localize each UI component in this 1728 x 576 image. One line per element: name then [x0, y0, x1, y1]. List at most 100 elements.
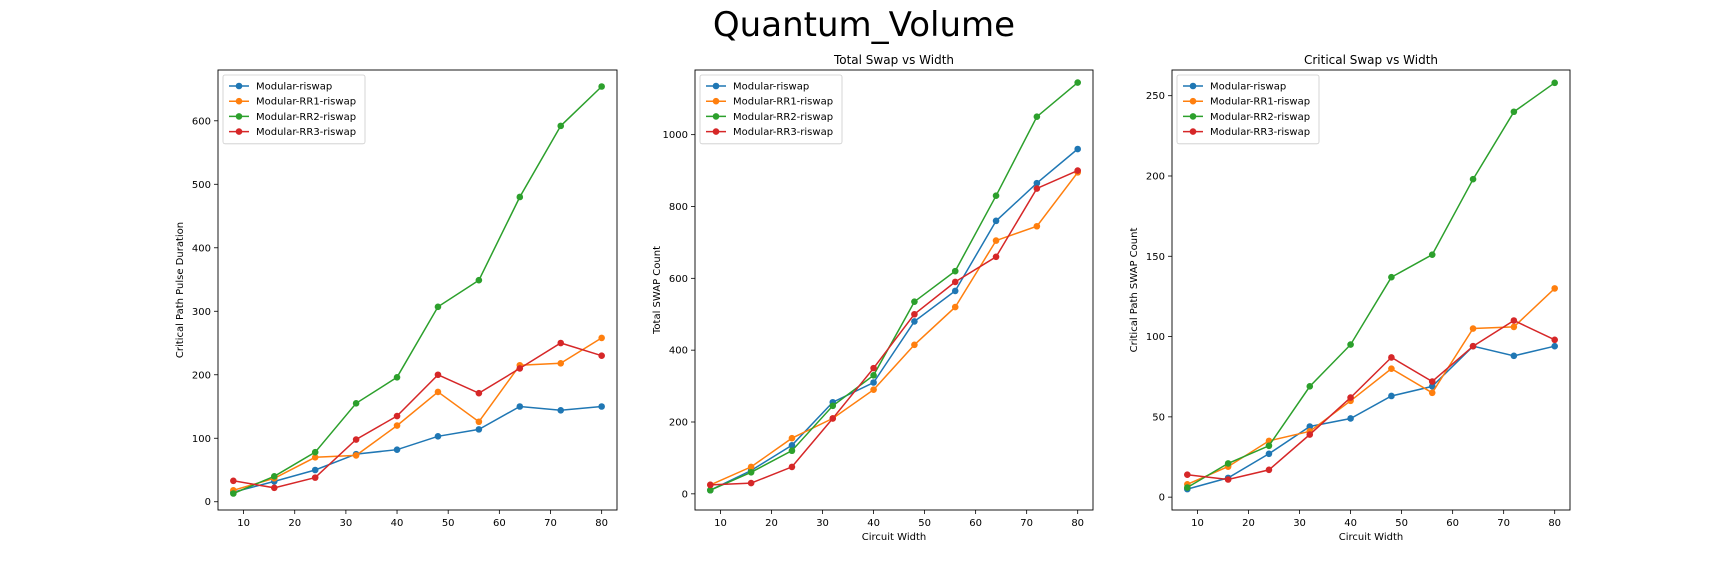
- legend: Modular-riswap Modular-RR1-riswap Modular-…: [1176, 74, 1320, 145]
- data-point: [870, 379, 877, 386]
- legend: Modular-riswap Modular-RR1-riswap Modular-…: [699, 74, 843, 145]
- data-point: [1184, 471, 1191, 478]
- chart-title: Total Swap vs Width: [833, 53, 954, 67]
- data-point: [1428, 378, 1436, 385]
- figure-title: Quantum_Volume: [713, 5, 1015, 45]
- data-point: [747, 479, 755, 487]
- legend-entry: Modular-RR1-riswap: [229, 97, 356, 108]
- x-tick-label: 10: [237, 518, 250, 529]
- y-tick-label: 300: [192, 307, 211, 318]
- series-3: [1184, 79, 1558, 491]
- x-tick-label: 30: [340, 518, 353, 529]
- data-point: [1074, 167, 1081, 174]
- data-point: [311, 454, 319, 461]
- legend-marker: [235, 82, 243, 90]
- x-tick-label: 20: [765, 518, 778, 529]
- data-point: [352, 436, 360, 443]
- data-point: [1551, 336, 1558, 344]
- series-4: [707, 167, 1081, 489]
- data-point: [1428, 383, 1436, 390]
- data-point: [1265, 450, 1273, 458]
- legend-entry: Modular-RR2-riswap: [229, 112, 356, 123]
- data-point: [788, 434, 796, 442]
- data-point: [707, 486, 714, 494]
- legend-marker: [1189, 82, 1197, 90]
- data-point: [747, 468, 755, 476]
- x-tick-label: 70: [1497, 518, 1510, 529]
- data-point: [1347, 394, 1354, 401]
- data-point: [1469, 325, 1477, 332]
- series-3: [230, 83, 605, 497]
- y-tick-label: 600: [669, 274, 688, 285]
- data-point: [1184, 484, 1191, 491]
- series-3: [707, 79, 1081, 494]
- series-1: [707, 145, 1081, 494]
- data-point: [911, 318, 918, 325]
- legend-marker: [1189, 113, 1197, 120]
- data-point: [475, 389, 483, 397]
- x-axis-label: Circuit Width: [862, 532, 926, 543]
- y-tick-label: 0: [682, 489, 688, 500]
- data-point: [434, 371, 442, 379]
- x-tick-label: 40: [391, 518, 404, 529]
- series-line: [233, 342, 602, 489]
- x-tick-label: 50: [1395, 518, 1408, 529]
- legend-marker: [235, 113, 243, 120]
- data-point: [992, 192, 1000, 200]
- x-tick-label: 80: [595, 518, 608, 529]
- x-tick-label: 50: [442, 518, 455, 529]
- data-point: [1033, 113, 1041, 120]
- chart-panel-1: 10 20 30 40 50 60 70 80 0 100 200 300 400 500 600 Criti…: [175, 69, 618, 529]
- legend-label: Modular-riswap: [733, 82, 809, 93]
- data-point: [1510, 323, 1518, 331]
- data-point: [1428, 389, 1436, 397]
- legend-entry: Modular-riswap: [706, 82, 809, 93]
- data-point: [270, 484, 278, 492]
- data-point: [1306, 431, 1314, 438]
- legend-entry: Modular-riswap: [1183, 82, 1286, 93]
- data-point: [1510, 108, 1518, 116]
- series-line: [233, 85, 603, 495]
- x-tick-label: 30: [816, 518, 829, 529]
- data-point: [1388, 365, 1395, 372]
- legend-box: [699, 74, 843, 145]
- y-tick-label: 400: [192, 243, 211, 254]
- legend-entry: Modular-RR2-riswap: [706, 112, 833, 123]
- legend-marker: [712, 82, 720, 90]
- y-tick-label: 100: [1146, 332, 1165, 343]
- legend-label: Modular-RR1-riswap: [733, 97, 833, 108]
- data-point: [475, 426, 483, 433]
- data-point: [747, 463, 755, 471]
- legend-entry: Modular-RR3-riswap: [229, 127, 356, 138]
- series-line: [710, 169, 1079, 486]
- legend-label: Modular-RR3-riswap: [1210, 127, 1310, 138]
- series-line: [233, 405, 602, 493]
- data-point: [352, 400, 360, 407]
- data-point: [1510, 317, 1518, 324]
- y-axis-label: Critical Path Pulse Duration: [175, 222, 186, 358]
- data-point: [1551, 342, 1558, 350]
- y-axis-label: Total SWAP Count: [652, 246, 663, 335]
- data-point: [788, 463, 796, 471]
- data-point: [951, 303, 959, 311]
- legend-entry: Modular-RR3-riswap: [1183, 127, 1310, 138]
- data-point: [1510, 352, 1518, 360]
- legend-box: [222, 74, 366, 145]
- data-point: [911, 298, 918, 305]
- data-point: [992, 237, 1000, 244]
- x-tick-label: 40: [1344, 518, 1357, 529]
- data-point: [598, 334, 605, 342]
- plot-frame: [1171, 69, 1571, 511]
- plot-frame: [217, 69, 618, 511]
- legend-entry: Modular-RR3-riswap: [706, 127, 833, 138]
- x-tick-label: 70: [544, 518, 557, 529]
- data-point: [1551, 285, 1558, 292]
- legend-marker: [712, 113, 720, 120]
- data-point: [270, 473, 278, 480]
- legend-label: Modular-RR3-riswap: [733, 127, 833, 138]
- data-point: [311, 448, 319, 456]
- data-point: [1347, 415, 1354, 422]
- data-point: [1388, 354, 1395, 361]
